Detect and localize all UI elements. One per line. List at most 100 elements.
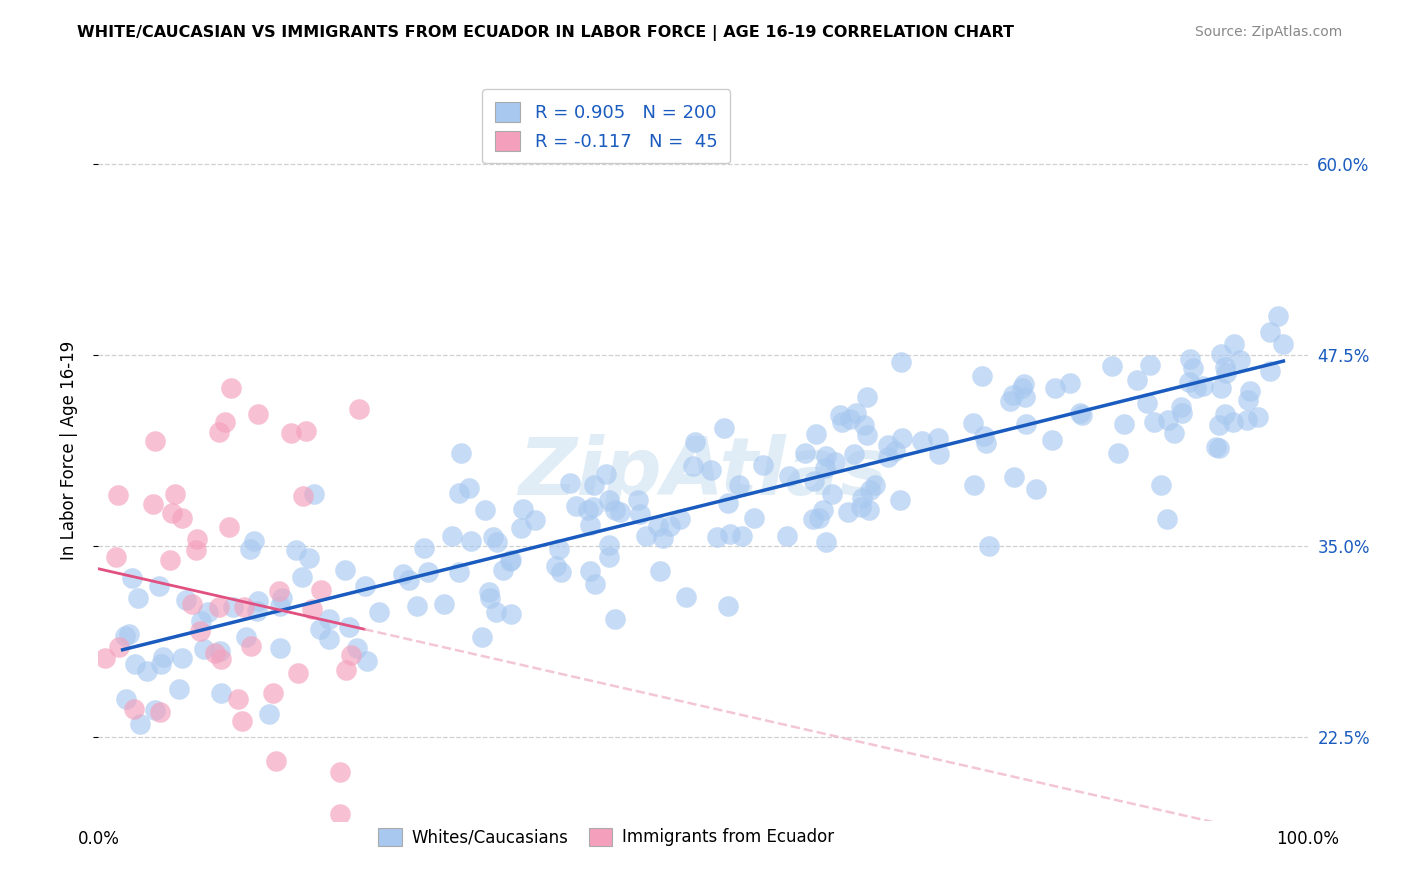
Point (579, 565, 602, 579)
Point (418, 565, 440, 579)
Point (329, 765, 352, 780)
Point (181, 597, 204, 611)
Point (311, 583, 333, 598)
Point (499, 607, 522, 621)
Text: ZipAtlas: ZipAtlas (517, 434, 889, 512)
Point (1069, 406, 1091, 420)
Point (269, 583, 291, 598)
Point (856, 391, 879, 405)
Point (851, 491, 873, 506)
Point (413, 541, 436, 555)
Point (1267, 310, 1289, 324)
Point (1014, 390, 1036, 404)
Point (1258, 364, 1281, 378)
Legend: Whites/Caucasians, Immigrants from Ecuador: Whites/Caucasians, Immigrants from Ecuad… (371, 821, 841, 853)
Point (287, 665, 309, 680)
Point (197, 605, 219, 619)
Point (246, 594, 269, 608)
Point (1156, 512, 1178, 526)
Point (170, 511, 193, 525)
Point (998, 394, 1021, 409)
Point (262, 686, 284, 700)
Point (1239, 384, 1261, 399)
Point (742, 511, 765, 525)
Point (962, 477, 984, 491)
Point (849, 500, 872, 514)
Point (246, 604, 269, 618)
Point (1181, 360, 1204, 375)
Point (235, 630, 257, 644)
Point (353, 579, 375, 593)
Point (1229, 352, 1251, 367)
Point (728, 477, 751, 491)
Point (209, 686, 232, 700)
Point (803, 475, 825, 489)
Point (1015, 417, 1038, 431)
Point (107, 640, 129, 654)
Y-axis label: In Labor Force | Age 16-19: In Labor Force | Age 16-19 (59, 341, 77, 560)
Point (347, 402, 370, 417)
Point (595, 467, 617, 481)
Point (239, 541, 262, 556)
Point (1215, 366, 1237, 380)
Point (845, 406, 868, 420)
Point (547, 541, 569, 556)
Point (1025, 482, 1047, 496)
Point (170, 651, 193, 665)
Point (159, 553, 181, 567)
Text: WHITE/CAUCASIAN VS IMMIGRANTS FROM ECUADOR IN LABOR FORCE | AGE 16-19 CORRELATIO: WHITE/CAUCASIAN VS IMMIGRANTS FROM ECUAD… (77, 25, 1014, 41)
Point (485, 606, 508, 620)
Point (830, 409, 852, 423)
Point (1002, 388, 1025, 402)
Point (433, 597, 456, 611)
Point (152, 649, 174, 664)
Point (928, 447, 950, 461)
Point (290, 570, 312, 584)
Point (1170, 400, 1192, 414)
Point (1143, 415, 1166, 429)
Point (889, 492, 911, 507)
Point (811, 503, 834, 517)
Point (479, 591, 502, 605)
Point (143, 703, 166, 717)
Point (1223, 336, 1246, 351)
Point (368, 606, 391, 620)
Point (820, 487, 842, 501)
Point (188, 624, 211, 639)
Point (1213, 407, 1236, 421)
Point (193, 641, 215, 656)
Point (392, 566, 415, 581)
Point (752, 458, 775, 472)
Point (209, 644, 232, 658)
Point (501, 553, 523, 567)
Point (447, 565, 470, 579)
Point (650, 565, 672, 579)
Point (127, 591, 149, 606)
Point (856, 428, 879, 442)
Point (243, 533, 266, 548)
Point (118, 627, 141, 641)
Point (890, 355, 912, 369)
Point (107, 488, 129, 502)
Point (1107, 446, 1129, 460)
Point (247, 407, 270, 421)
Point (598, 492, 620, 507)
Point (598, 550, 620, 565)
Point (211, 838, 233, 853)
Point (814, 534, 837, 549)
Point (1059, 376, 1081, 390)
Point (1236, 412, 1258, 426)
Point (226, 691, 249, 706)
Point (149, 705, 172, 719)
Point (974, 436, 997, 450)
Point (718, 527, 741, 541)
Point (1040, 434, 1063, 448)
Point (883, 444, 905, 458)
Point (636, 529, 658, 543)
Point (270, 591, 292, 606)
Point (94, 650, 117, 665)
Point (329, 807, 352, 822)
Point (318, 632, 340, 646)
Point (1180, 351, 1202, 366)
Point (911, 434, 934, 449)
